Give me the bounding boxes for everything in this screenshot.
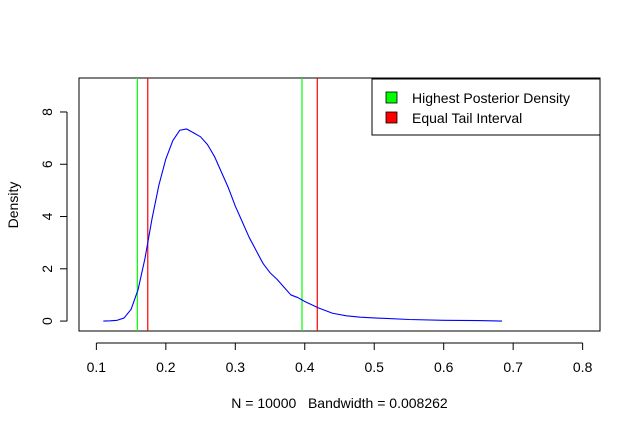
legend-label-eti: Equal Tail Interval — [412, 110, 522, 126]
legend: Highest Posterior Density Equal Tail Int… — [371, 78, 601, 136]
density-curve-group — [103, 128, 503, 322]
x-tick-label: 0.8 — [573, 359, 593, 375]
x-tick-label: 0.5 — [364, 359, 384, 375]
density-curve — [103, 128, 503, 322]
legend-item-hpd: Highest Posterior Density — [385, 90, 570, 106]
y-tick-label: 4 — [39, 212, 55, 220]
legend-swatch-hpd — [385, 91, 398, 104]
y-axis-label: Density — [5, 182, 21, 229]
x-tick-label: 0.4 — [295, 359, 315, 375]
legend-label-hpd: Highest Posterior Density — [412, 90, 570, 106]
x-tick-label: 0.7 — [503, 359, 523, 375]
legend-box — [371, 78, 601, 136]
x-tick-label: 0.1 — [87, 359, 107, 375]
legend-swatch-eti — [385, 111, 398, 124]
x-axis-label: N = 10000 Bandwidth = 0.008262 — [231, 395, 448, 411]
interval-lines — [136, 78, 318, 331]
y-axis: 0 2 4 6 8 — [39, 108, 68, 325]
x-tick-label: 0.2 — [156, 359, 176, 375]
legend-item-eti: Equal Tail Interval — [385, 110, 522, 126]
x-axis: 0.1 0.2 0.3 0.4 0.5 0.6 0.7 0.8 — [87, 342, 593, 375]
y-tick-label: 0 — [39, 317, 55, 325]
y-tick-label: 2 — [39, 265, 55, 273]
y-tick-label: 6 — [39, 160, 55, 168]
y-tick-label: 8 — [39, 108, 55, 116]
x-tick-label: 0.6 — [434, 359, 454, 375]
x-tick-label: 0.3 — [226, 359, 246, 375]
plot-frame — [78, 77, 601, 332]
